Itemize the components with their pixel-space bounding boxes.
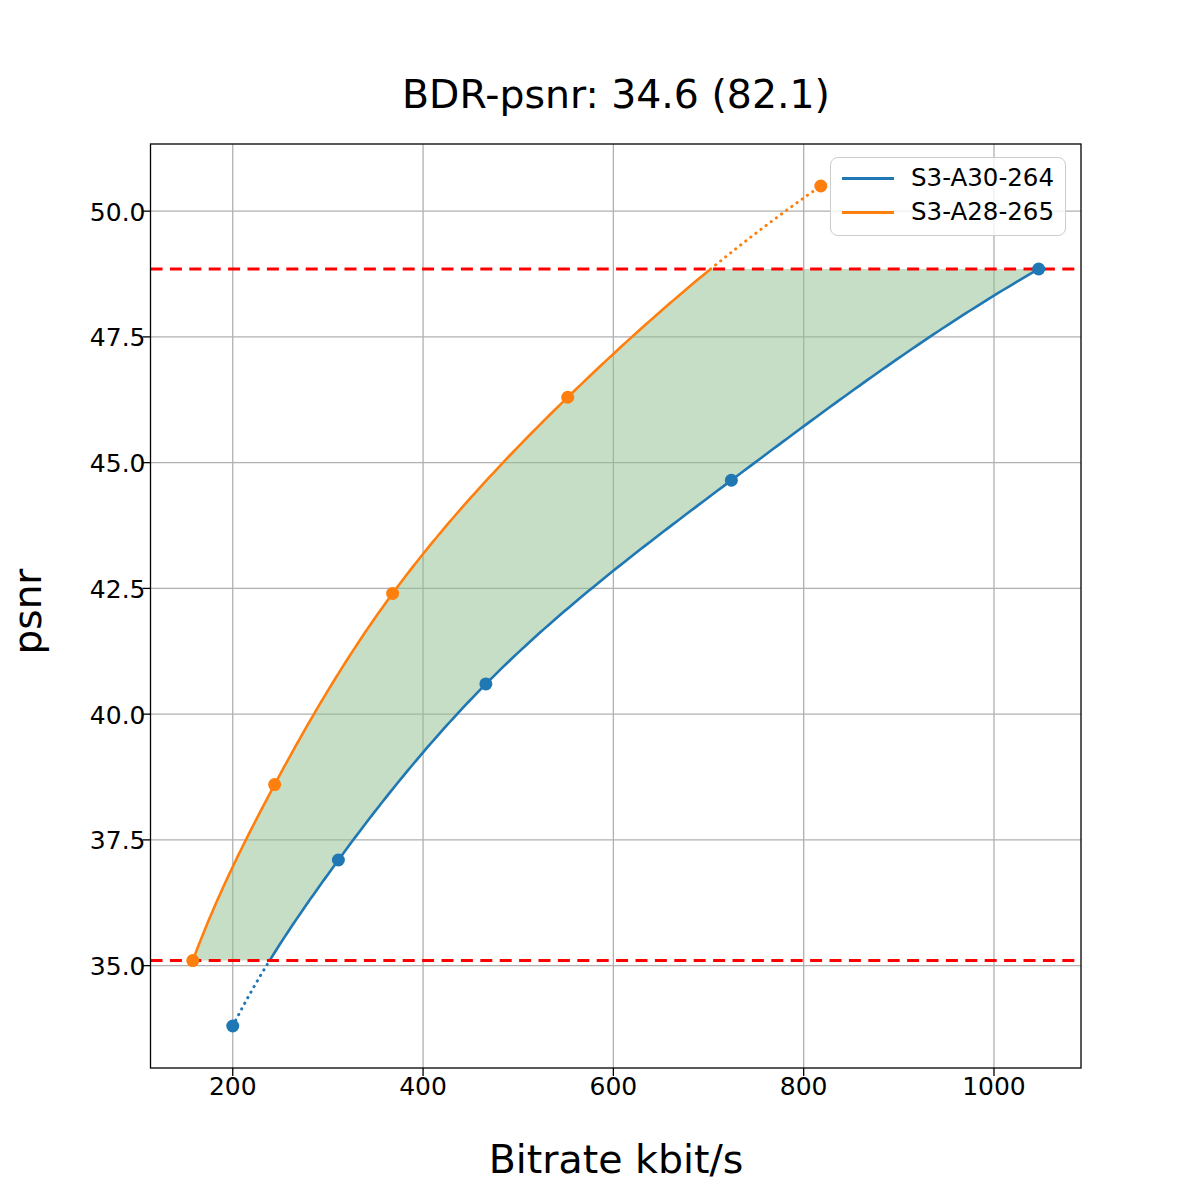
svg-text:40.0: 40.0 — [90, 701, 146, 730]
chart-title: BDR-psnr: 34.6 (82.1) — [151, 71, 1081, 117]
legend-item: S3-A30-264 — [831, 161, 1065, 195]
svg-text:400: 400 — [399, 1072, 447, 1101]
y-axis-label: psnr — [5, 512, 50, 712]
svg-text:800: 800 — [780, 1072, 828, 1101]
svg-text:50.0: 50.0 — [90, 198, 146, 227]
svg-text:600: 600 — [590, 1072, 638, 1101]
legend-label: S3-A28-265 — [911, 200, 1054, 225]
legend-line-swatch — [842, 177, 894, 180]
x-axis-label: Bitrate kbit/s — [151, 1136, 1081, 1182]
svg-text:1000: 1000 — [962, 1072, 1026, 1101]
series-dotted-S3-A30-264 — [233, 961, 270, 1026]
svg-text:42.5: 42.5 — [90, 575, 146, 604]
legend-line-swatch — [842, 211, 894, 214]
legend-item: S3-A28-265 — [831, 195, 1065, 229]
svg-text:35.0: 35.0 — [90, 952, 146, 981]
svg-text:47.5: 47.5 — [90, 323, 146, 352]
bd-shaded-region — [193, 269, 1039, 961]
svg-text:45.0: 45.0 — [90, 449, 146, 478]
svg-text:37.5: 37.5 — [90, 826, 146, 855]
legend: S3-A30-264 S3-A28-265 — [830, 157, 1066, 236]
svg-text:200: 200 — [209, 1072, 257, 1101]
legend-label: S3-A30-264 — [911, 166, 1054, 191]
